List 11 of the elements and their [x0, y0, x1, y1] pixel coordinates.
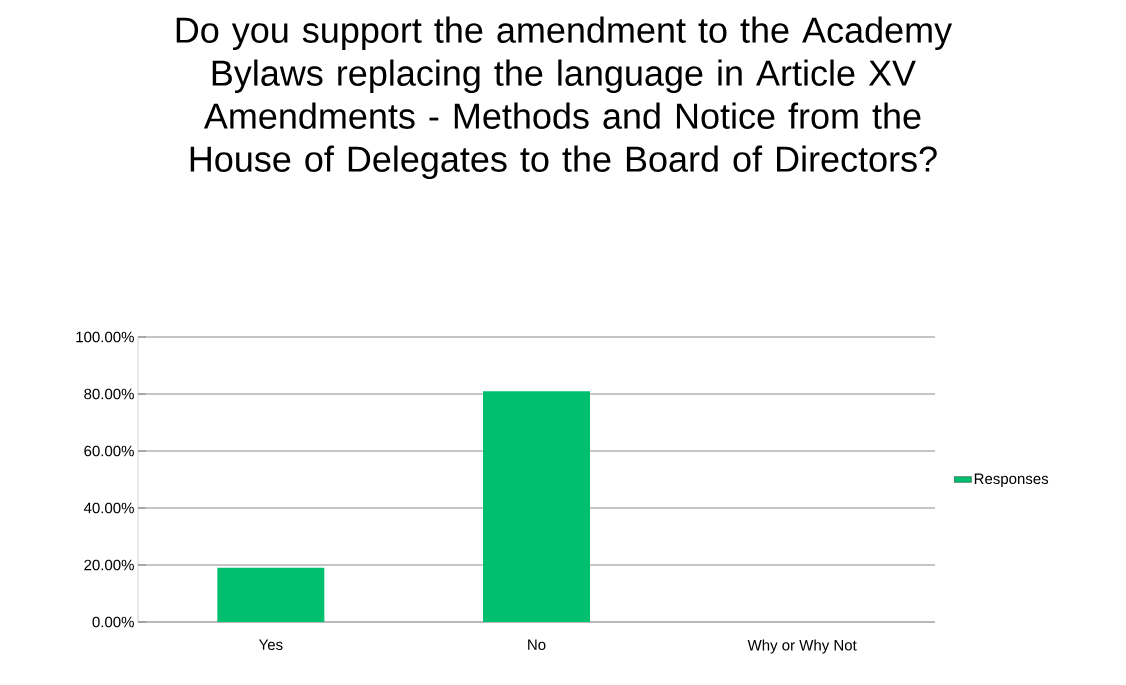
y-tick-label: 0.00%	[92, 616, 134, 628]
y-tick-label: 40.00%	[83, 502, 134, 514]
y-tick-label: 100.00%	[76, 331, 134, 343]
y-tick-label: 80.00%	[84, 388, 134, 400]
legend-label: Responses	[974, 473, 1049, 488]
x-tick-label: No	[528, 639, 546, 650]
y-tick-label: 20.00%	[84, 559, 134, 571]
chart-title: Do you support the amendment to the Academy Bylaws replacing the language in Article XV Amendments - Methods and Notice from the House of Delegates to the Board of Directors?	[176, 16, 953, 180]
x-tick-label: Yes	[258, 639, 283, 650]
x-tick-label: Why or Why Not	[747, 639, 857, 654]
y-tick-label: 60.00%	[84, 445, 134, 457]
